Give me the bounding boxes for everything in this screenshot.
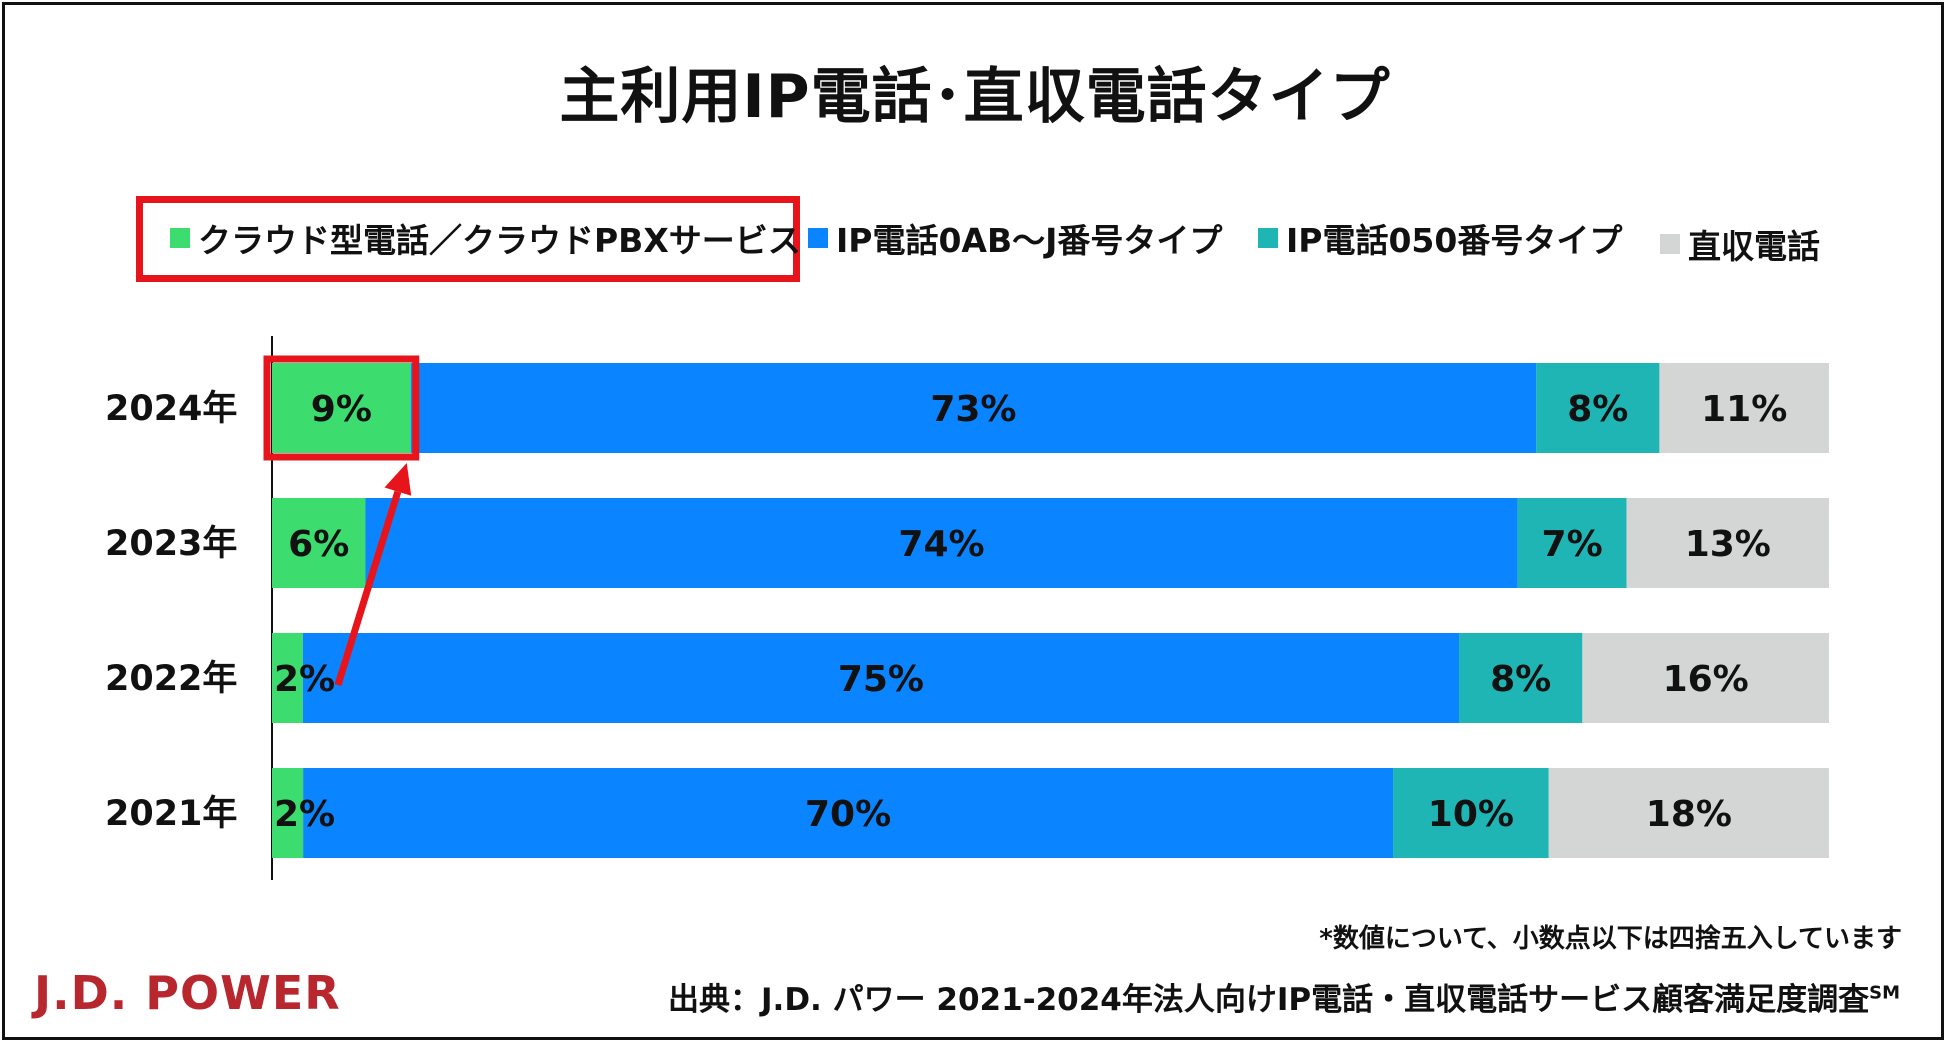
legend-item: IP電話0AB～J番号タイプ bbox=[808, 212, 1222, 264]
trend-arrow-head bbox=[384, 463, 412, 496]
legend-highlight-box bbox=[136, 196, 800, 282]
legend-label: 直収電話 bbox=[1688, 227, 1820, 266]
bar-segment bbox=[303, 768, 1394, 858]
data-label: 7% bbox=[1542, 524, 1603, 565]
data-label: 11% bbox=[1701, 389, 1787, 430]
bar-segment bbox=[1582, 633, 1829, 723]
bar-segment bbox=[302, 633, 1460, 723]
data-label: 18% bbox=[1646, 794, 1732, 835]
data-label: 16% bbox=[1663, 659, 1749, 700]
legend-swatch bbox=[808, 228, 828, 248]
bar-segment bbox=[1517, 498, 1627, 588]
source-note: 出典：J.D. パワー 2021-2024年法人向けIP電話・直収電話サービス顧… bbox=[668, 974, 1900, 1019]
jdpower-logo: J.D. POWER bbox=[34, 966, 341, 1020]
bar-segment bbox=[272, 768, 304, 858]
legend-item: IP電話050番号タイプ bbox=[1258, 212, 1622, 264]
highlight-box bbox=[263, 355, 420, 461]
bar-segment bbox=[1626, 498, 1829, 588]
category-label: 2022年 bbox=[105, 659, 237, 699]
bar-segment bbox=[272, 633, 303, 723]
chart-title: 主利用IP電話･直収電話タイプ bbox=[559, 62, 1391, 132]
bar-segment bbox=[1536, 363, 1660, 453]
category-label: 2023年 bbox=[105, 524, 237, 564]
data-label: 2% bbox=[274, 794, 335, 835]
category-label: 2021年 bbox=[105, 794, 237, 834]
data-label: 73% bbox=[930, 389, 1016, 430]
data-label: 9% bbox=[311, 389, 372, 430]
bar-segment bbox=[1548, 768, 1829, 858]
category-label: 2024年 bbox=[105, 389, 237, 429]
legend-label: IP電話0AB～J番号タイプ bbox=[836, 221, 1223, 260]
data-label: 75% bbox=[838, 659, 924, 700]
bar-segment bbox=[1459, 633, 1583, 723]
data-label: 74% bbox=[898, 524, 984, 565]
bar-segment bbox=[272, 363, 411, 453]
footnote: *数値について、小数点以下は四捨五入しています bbox=[1319, 924, 1902, 954]
data-label: 8% bbox=[1490, 659, 1551, 700]
bar-segment bbox=[410, 363, 1537, 453]
bar-segment bbox=[1659, 363, 1829, 453]
legend-label: IP電話050番号タイプ bbox=[1286, 221, 1623, 260]
data-label: 10% bbox=[1428, 794, 1514, 835]
legend-swatch bbox=[170, 228, 190, 248]
data-label: 6% bbox=[288, 524, 349, 565]
legend-label: クラウド型電話／クラウドPBXサービス bbox=[198, 221, 801, 260]
data-label: 2% bbox=[274, 659, 335, 700]
source-text: 出典：J.D. パワー 2021-2024年法人向けIP電話・直収電話サービス顧… bbox=[668, 982, 1870, 1018]
bar-segment bbox=[1393, 768, 1549, 858]
trend-arrow-line bbox=[334, 490, 402, 687]
legend-item: 直収電話 bbox=[1660, 218, 1820, 270]
service-mark: SM bbox=[1869, 982, 1900, 1004]
legend-swatch bbox=[1660, 234, 1680, 254]
data-label: 13% bbox=[1685, 524, 1771, 565]
legend-swatch bbox=[1258, 228, 1278, 248]
data-label: 70% bbox=[805, 794, 891, 835]
bar-segment bbox=[365, 498, 1518, 588]
data-label: 8% bbox=[1567, 389, 1628, 430]
legend-item: クラウド型電話／クラウドPBXサービス bbox=[170, 212, 801, 264]
bar-segment bbox=[272, 498, 366, 588]
